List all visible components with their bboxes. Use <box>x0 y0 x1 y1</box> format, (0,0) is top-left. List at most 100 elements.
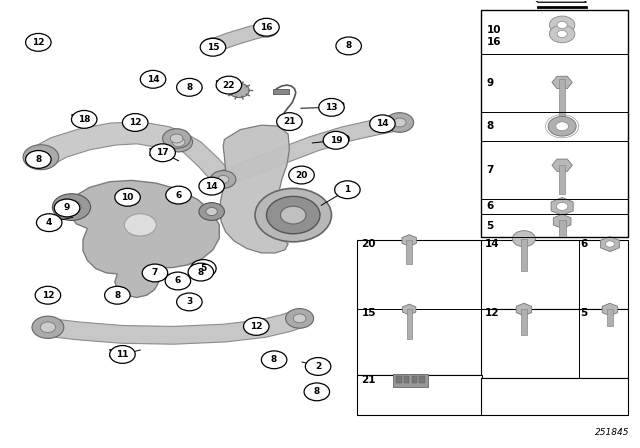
Polygon shape <box>402 235 417 246</box>
Circle shape <box>394 118 406 127</box>
Circle shape <box>32 316 64 338</box>
Text: 22: 22 <box>214 80 228 90</box>
Polygon shape <box>403 304 416 315</box>
Circle shape <box>556 122 568 131</box>
Text: 12: 12 <box>485 308 500 318</box>
Circle shape <box>191 260 216 277</box>
Text: 5: 5 <box>580 308 588 318</box>
Circle shape <box>276 113 302 130</box>
Text: 6: 6 <box>175 276 181 285</box>
Text: 8: 8 <box>35 155 42 164</box>
Polygon shape <box>31 122 188 166</box>
Text: 14: 14 <box>376 119 388 128</box>
Text: 21: 21 <box>362 375 376 385</box>
Circle shape <box>54 199 80 217</box>
Circle shape <box>261 351 287 369</box>
Text: 10
16: 10 16 <box>486 26 501 47</box>
Circle shape <box>124 214 156 236</box>
Text: 1: 1 <box>351 185 358 195</box>
Circle shape <box>26 151 51 168</box>
Text: 12: 12 <box>32 38 45 47</box>
Circle shape <box>229 83 249 98</box>
FancyBboxPatch shape <box>357 375 483 415</box>
Circle shape <box>164 132 193 152</box>
Polygon shape <box>220 125 289 253</box>
Circle shape <box>605 241 614 247</box>
Text: 18: 18 <box>78 115 90 124</box>
Circle shape <box>200 39 226 56</box>
Bar <box>559 220 566 237</box>
Circle shape <box>370 115 395 133</box>
Text: 18: 18 <box>69 114 84 125</box>
Polygon shape <box>551 198 573 215</box>
Circle shape <box>35 286 61 304</box>
Circle shape <box>109 345 135 363</box>
Circle shape <box>52 194 91 220</box>
Bar <box>273 89 289 94</box>
Polygon shape <box>70 181 220 297</box>
Text: 14: 14 <box>485 239 500 249</box>
Circle shape <box>206 207 218 215</box>
Text: 11: 11 <box>108 349 122 359</box>
Text: 14: 14 <box>147 75 159 84</box>
Polygon shape <box>552 76 572 89</box>
Circle shape <box>216 76 242 94</box>
Polygon shape <box>218 115 403 185</box>
Polygon shape <box>516 303 532 316</box>
Circle shape <box>150 144 175 162</box>
Bar <box>521 239 527 271</box>
Circle shape <box>202 38 225 54</box>
Polygon shape <box>602 303 618 316</box>
Circle shape <box>33 151 49 163</box>
Circle shape <box>140 70 166 88</box>
Circle shape <box>556 202 568 211</box>
Circle shape <box>323 131 349 149</box>
Bar <box>412 376 417 383</box>
Text: 21: 21 <box>283 117 296 126</box>
Polygon shape <box>600 237 620 252</box>
Text: 1: 1 <box>344 185 351 194</box>
Bar <box>396 376 401 383</box>
Circle shape <box>557 22 567 29</box>
Circle shape <box>305 358 331 375</box>
Text: 251845: 251845 <box>595 428 629 437</box>
Circle shape <box>255 188 332 242</box>
Circle shape <box>177 78 202 96</box>
Circle shape <box>336 37 362 55</box>
Polygon shape <box>209 23 270 52</box>
Text: 8: 8 <box>198 267 204 276</box>
Circle shape <box>211 171 236 188</box>
Circle shape <box>177 293 202 311</box>
Bar <box>419 376 424 383</box>
Text: 19: 19 <box>337 135 351 145</box>
Text: 8: 8 <box>114 291 120 300</box>
FancyBboxPatch shape <box>357 240 483 375</box>
Text: 7: 7 <box>152 268 158 277</box>
Text: 17: 17 <box>156 148 169 157</box>
Circle shape <box>170 134 183 143</box>
Text: 22: 22 <box>223 81 235 90</box>
Text: 9: 9 <box>486 78 493 88</box>
Text: 20: 20 <box>362 239 376 249</box>
Circle shape <box>165 272 191 290</box>
Text: 3: 3 <box>178 297 186 307</box>
Circle shape <box>255 21 278 37</box>
Circle shape <box>172 138 185 146</box>
Circle shape <box>36 214 62 232</box>
FancyBboxPatch shape <box>481 240 628 309</box>
Text: 2: 2 <box>315 362 321 371</box>
Polygon shape <box>46 310 305 344</box>
Text: 20: 20 <box>295 171 308 180</box>
Circle shape <box>261 26 271 33</box>
Text: 4: 4 <box>38 218 45 228</box>
Circle shape <box>513 231 536 247</box>
FancyBboxPatch shape <box>481 309 628 378</box>
Circle shape <box>266 196 320 234</box>
Bar <box>559 165 565 194</box>
Circle shape <box>548 116 576 136</box>
Circle shape <box>40 322 56 332</box>
Text: 13: 13 <box>332 102 346 112</box>
Text: 3: 3 <box>186 297 193 306</box>
Bar <box>404 376 409 383</box>
Text: 15: 15 <box>362 308 376 318</box>
